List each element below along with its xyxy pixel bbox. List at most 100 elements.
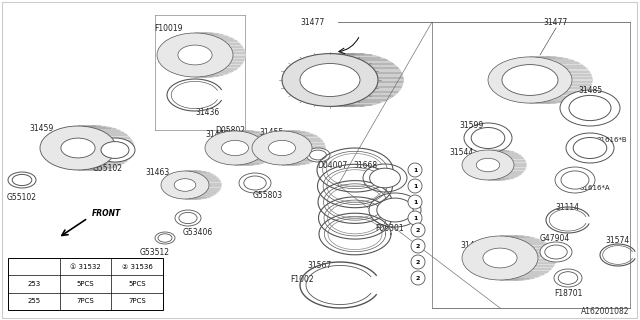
- Polygon shape: [195, 33, 245, 77]
- Ellipse shape: [252, 140, 278, 156]
- Ellipse shape: [282, 54, 378, 107]
- Ellipse shape: [178, 45, 212, 65]
- Ellipse shape: [239, 173, 271, 193]
- Ellipse shape: [179, 212, 197, 224]
- Text: 31599: 31599: [460, 121, 484, 130]
- Circle shape: [411, 271, 425, 285]
- Ellipse shape: [155, 232, 175, 244]
- Ellipse shape: [40, 126, 116, 170]
- Circle shape: [408, 163, 422, 177]
- Text: 31477: 31477: [544, 18, 568, 27]
- Ellipse shape: [573, 138, 607, 158]
- Text: 31463: 31463: [146, 167, 170, 177]
- Ellipse shape: [464, 123, 512, 153]
- Ellipse shape: [300, 63, 360, 97]
- Ellipse shape: [369, 193, 421, 227]
- Text: 31455: 31455: [260, 127, 284, 137]
- Polygon shape: [488, 150, 526, 180]
- Polygon shape: [185, 171, 221, 199]
- Polygon shape: [330, 53, 403, 106]
- Ellipse shape: [205, 131, 265, 165]
- Ellipse shape: [158, 234, 172, 242]
- Polygon shape: [235, 131, 279, 165]
- Ellipse shape: [175, 210, 201, 226]
- Text: 2: 2: [416, 260, 420, 265]
- Ellipse shape: [560, 90, 620, 126]
- Text: 2: 2: [416, 276, 420, 281]
- Ellipse shape: [462, 236, 538, 280]
- Polygon shape: [500, 236, 556, 280]
- Text: F1002: F1002: [290, 276, 314, 284]
- Ellipse shape: [61, 138, 95, 158]
- Ellipse shape: [310, 150, 326, 160]
- Text: 31544: 31544: [450, 148, 474, 156]
- Text: 1: 1: [413, 215, 417, 220]
- Ellipse shape: [502, 65, 558, 95]
- Text: 31485: 31485: [578, 85, 602, 94]
- Text: 31459: 31459: [30, 124, 54, 132]
- Ellipse shape: [363, 164, 407, 192]
- Text: F06301: F06301: [376, 223, 404, 233]
- Text: 31616*A: 31616*A: [580, 185, 611, 191]
- Ellipse shape: [12, 174, 32, 186]
- Circle shape: [408, 179, 422, 193]
- Text: G53512: G53512: [140, 247, 170, 257]
- Ellipse shape: [476, 158, 500, 172]
- Ellipse shape: [540, 242, 572, 262]
- Ellipse shape: [569, 95, 611, 121]
- Circle shape: [408, 211, 422, 225]
- Ellipse shape: [462, 150, 514, 180]
- Text: G55102: G55102: [93, 164, 123, 172]
- Ellipse shape: [377, 198, 413, 222]
- Ellipse shape: [161, 171, 209, 199]
- Ellipse shape: [511, 70, 549, 90]
- Ellipse shape: [244, 176, 266, 190]
- Ellipse shape: [252, 131, 312, 165]
- Text: FRONT: FRONT: [92, 209, 121, 218]
- Circle shape: [411, 239, 425, 253]
- Ellipse shape: [566, 133, 614, 163]
- Ellipse shape: [306, 148, 330, 162]
- Text: 7PCS: 7PCS: [128, 298, 146, 304]
- Polygon shape: [282, 131, 325, 165]
- Ellipse shape: [483, 248, 517, 268]
- Text: 1: 1: [413, 183, 417, 188]
- Polygon shape: [78, 126, 134, 170]
- Text: ① 31532: ① 31532: [70, 264, 101, 270]
- Text: 5PCS: 5PCS: [129, 281, 146, 287]
- Text: G55803: G55803: [253, 190, 283, 199]
- Ellipse shape: [370, 168, 401, 188]
- FancyBboxPatch shape: [8, 258, 163, 310]
- Text: 31440: 31440: [206, 130, 230, 139]
- Text: D05802: D05802: [215, 125, 245, 134]
- Ellipse shape: [471, 127, 505, 148]
- Ellipse shape: [558, 272, 578, 284]
- Ellipse shape: [157, 33, 233, 77]
- Ellipse shape: [221, 140, 248, 156]
- Text: G47904: G47904: [540, 234, 570, 243]
- Text: F10019: F10019: [154, 23, 182, 33]
- Ellipse shape: [8, 172, 36, 188]
- Polygon shape: [530, 57, 592, 103]
- Text: 2: 2: [416, 244, 420, 249]
- Ellipse shape: [101, 141, 129, 158]
- Text: 255: 255: [28, 298, 40, 304]
- Ellipse shape: [561, 171, 589, 189]
- Text: 31567: 31567: [308, 260, 332, 269]
- Text: 7PCS: 7PCS: [77, 298, 94, 304]
- Ellipse shape: [488, 57, 572, 103]
- Text: 1: 1: [413, 199, 417, 204]
- Text: D04007: D04007: [317, 161, 347, 170]
- Text: 2: 2: [416, 228, 420, 233]
- Ellipse shape: [174, 179, 196, 191]
- Circle shape: [408, 195, 422, 209]
- Circle shape: [411, 255, 425, 269]
- Text: 31668: 31668: [353, 161, 377, 170]
- Text: 253: 253: [28, 281, 40, 287]
- Text: 31114: 31114: [555, 203, 579, 212]
- Text: ② 31536: ② 31536: [122, 264, 152, 270]
- Text: 31477: 31477: [301, 18, 325, 27]
- Text: 31616*B: 31616*B: [596, 137, 627, 143]
- Text: 31478: 31478: [460, 241, 484, 250]
- Ellipse shape: [554, 269, 582, 287]
